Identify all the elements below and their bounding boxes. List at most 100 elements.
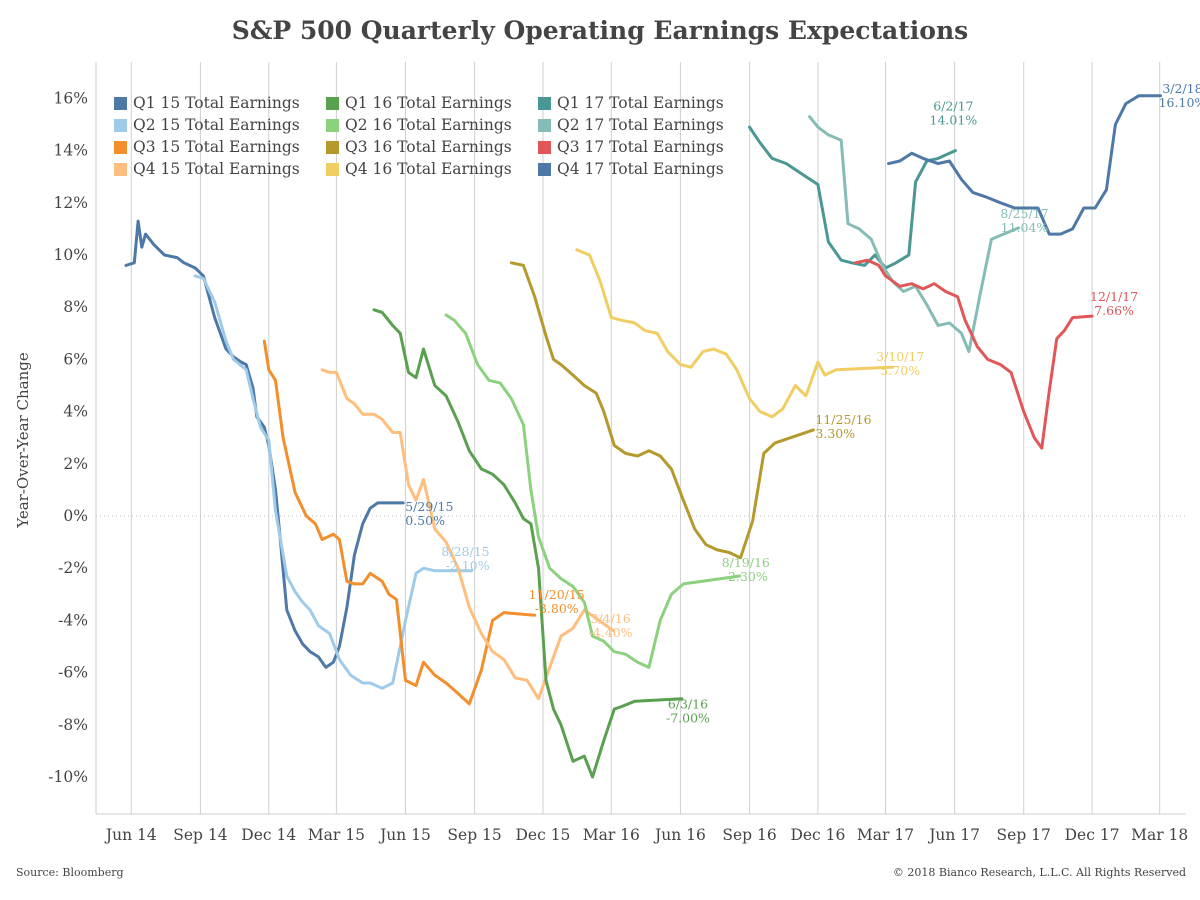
annotation-value: -2.10%	[446, 558, 490, 573]
legend-label: Q2 15 Total Earnings	[133, 116, 300, 134]
y-tick-label: 14%	[54, 142, 88, 160]
legend-item: Q2 15 Total Earnings	[114, 114, 326, 136]
annotation-date: 3/4/16	[590, 611, 630, 626]
x-tick-label: Dec 15	[515, 826, 570, 844]
annotation-date: 3/10/17	[876, 349, 924, 364]
x-tick-label: Dec 14	[241, 826, 296, 844]
x-tick-label: Mar 15	[308, 826, 365, 844]
series-line	[808, 115, 1020, 354]
legend-item: Q1 17 Total Earnings	[538, 92, 750, 114]
series-line	[575, 248, 894, 419]
annotation-date: 8/19/16	[722, 555, 770, 570]
legend-item: Q1 15 Total Earnings	[114, 92, 326, 114]
x-tick-label: Dec 17	[1065, 826, 1120, 844]
legend-swatch	[326, 118, 339, 132]
annotation-date: 11/20/15	[529, 587, 585, 602]
annotation-date: 3/2/18	[1162, 81, 1200, 96]
y-tick-label: 6%	[63, 350, 88, 368]
annotation-date: 6/3/16	[668, 697, 708, 712]
x-tick-label: Mar 16	[583, 826, 640, 844]
annotation-value: 3.30%	[815, 426, 855, 441]
legend-label: Q1 15 Total Earnings	[133, 94, 300, 112]
y-tick-label: -2%	[58, 559, 88, 577]
legend-item: Q2 16 Total Earnings	[326, 114, 538, 136]
y-tick-label: 4%	[63, 403, 88, 421]
x-tick-label: Sep 17	[997, 826, 1051, 844]
legend-item: Q3 16 Total Earnings	[326, 136, 538, 158]
x-tick-label: Jun 16	[653, 826, 706, 844]
y-axis-label: Year-Over-Year Change	[14, 352, 32, 529]
series-line	[509, 261, 815, 560]
annotation-date: 8/25/17	[1000, 206, 1048, 221]
series-line	[854, 258, 1094, 450]
legend-swatch	[326, 140, 339, 154]
y-tick-label: -4%	[58, 611, 88, 629]
series-line	[124, 219, 405, 669]
legend-swatch	[326, 96, 339, 110]
legend-label: Q2 16 Total Earnings	[345, 116, 512, 134]
y-tick-label: 10%	[54, 246, 88, 264]
series-line	[372, 308, 684, 779]
y-tick-label: 0%	[63, 507, 88, 525]
x-tick-label: Dec 16	[790, 826, 845, 844]
legend-item: Q4 16 Total Earnings	[326, 158, 538, 180]
y-tick-label: 16%	[54, 89, 88, 107]
x-tick-label: Mar 17	[857, 826, 914, 844]
source-note: Source: Bloomberg	[16, 866, 124, 879]
annotation-value: 16.10%	[1159, 95, 1200, 110]
annotation-value: 5.70%	[880, 363, 920, 378]
legend-label: Q3 17 Total Earnings	[557, 138, 724, 156]
legend-item: Q1 16 Total Earnings	[326, 92, 538, 114]
legend-item: Q3 17 Total Earnings	[538, 136, 750, 158]
series-line	[320, 368, 616, 701]
legend-label: Q2 17 Total Earnings	[557, 116, 724, 134]
legend-swatch	[538, 118, 551, 132]
annotation-value: 7.66%	[1094, 303, 1134, 318]
legend-item: Q3 15 Total Earnings	[114, 136, 326, 158]
legend-label: Q3 15 Total Earnings	[133, 138, 300, 156]
legend-swatch	[114, 162, 127, 176]
x-tick-label: Sep 16	[722, 826, 776, 844]
annotation-value: 0.50%	[405, 513, 445, 528]
series-line	[444, 313, 742, 669]
legend-item: Q2 17 Total Earnings	[538, 114, 750, 136]
legend-label: Q3 16 Total Earnings	[345, 138, 512, 156]
annotation-date: 5/29/15	[405, 499, 453, 514]
x-tick-label: Sep 14	[173, 826, 228, 844]
annotation-date: 8/28/15	[441, 544, 489, 559]
legend-swatch	[538, 96, 551, 110]
legend-swatch	[114, 140, 127, 154]
chart-legend: Q1 15 Total Earnings Q1 16 Total Earnings…	[114, 92, 750, 180]
legend-swatch	[114, 118, 127, 132]
y-tick-label: -10%	[48, 768, 88, 786]
x-tick-label: Jun 14	[104, 826, 157, 844]
annotation-value: -7.00%	[666, 711, 710, 726]
annotation-value: 14.01%	[930, 113, 978, 128]
x-tick-label: Sep 15	[447, 826, 501, 844]
legend-swatch	[114, 96, 127, 110]
legend-label: Q4 17 Total Earnings	[557, 160, 724, 178]
y-tick-label: -8%	[58, 716, 88, 734]
copyright-note: © 2018 Bianco Research, L.L.C. All Right…	[892, 866, 1186, 879]
legend-label: Q1 16 Total Earnings	[345, 94, 512, 112]
annotation-date: 12/1/17	[1090, 289, 1138, 304]
legend-label: Q4 16 Total Earnings	[345, 160, 512, 178]
series-line	[887, 94, 1162, 236]
series-line	[262, 339, 537, 706]
annotation-date: 11/25/16	[815, 412, 871, 427]
annotation-value: -4.40%	[589, 625, 633, 640]
series-line	[748, 125, 957, 270]
x-tick-label: Jun 15	[378, 826, 431, 844]
legend-item: Q4 17 Total Earnings	[538, 158, 750, 180]
annotation-value: 11.04%	[1001, 220, 1049, 235]
y-tick-label: -6%	[58, 664, 88, 682]
series-line	[193, 274, 474, 690]
legend-swatch	[538, 162, 551, 176]
y-tick-label: 2%	[63, 455, 88, 473]
legend-item: Q4 15 Total Earnings	[114, 158, 326, 180]
y-tick-label: 8%	[63, 298, 88, 316]
annotation-value: -3.80%	[535, 601, 579, 616]
legend-label: Q1 17 Total Earnings	[557, 94, 724, 112]
x-tick-label: Mar 18	[1131, 826, 1188, 844]
